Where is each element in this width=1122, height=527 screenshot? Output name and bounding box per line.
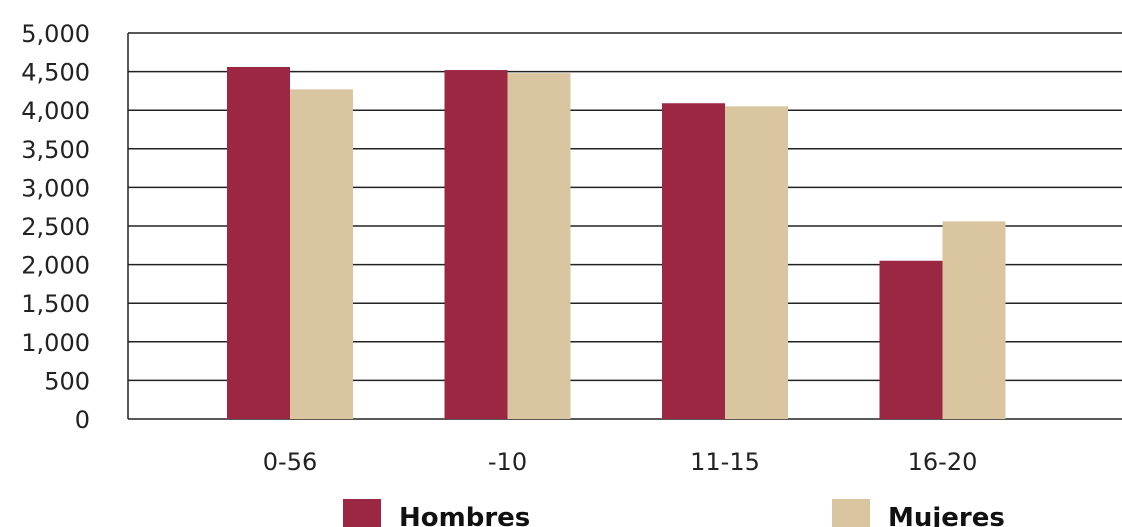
bar-mujeres-3	[942, 221, 1006, 419]
y-tick-label: 5,000	[21, 20, 90, 48]
y-tick-label: 2,000	[21, 252, 90, 280]
y-tick-label: 3,500	[21, 136, 90, 164]
bar-hombres-0	[227, 66, 290, 419]
x-tick-label: 16-20	[908, 448, 978, 476]
y-tick-label: 1,500	[21, 290, 90, 318]
y-tick-label: 2,500	[21, 213, 90, 241]
bar-hombres-3	[879, 260, 943, 419]
legend-swatch-hombres	[343, 499, 381, 527]
x-tick-label: 0-56	[263, 448, 317, 476]
y-tick-label: 500	[44, 367, 90, 395]
legend-swatch-mujeres	[832, 499, 870, 527]
legend-label-mujeres: Mujeres	[888, 503, 1005, 527]
bar-mujeres-2	[725, 106, 788, 419]
bar-hombres-2	[662, 103, 725, 419]
y-tick-label: 4,500	[21, 59, 90, 87]
y-tick-labels: 0 500 1,000 1,500 2,000 2,500 3,000 3,500 4,000 4…	[21, 20, 90, 434]
x-tick-label: 11-15	[690, 448, 760, 476]
legend-label-hombres: Hombres	[399, 503, 530, 527]
bar-mujeres-0	[290, 89, 353, 419]
x-tick-label: -10	[488, 448, 527, 476]
y-tick-label: 1,000	[21, 329, 90, 357]
bars	[227, 66, 1006, 420]
bar-hombres-1	[444, 70, 508, 419]
y-tick-label: 3,000	[21, 174, 90, 202]
y-tick-label: 0	[75, 406, 90, 434]
bar-mujeres-1	[507, 73, 571, 420]
x-tick-labels: 0-56 -10 11-15 16-20	[263, 448, 978, 476]
legend: Hombres Mujeres	[343, 499, 1005, 527]
y-tick-label: 4,000	[21, 97, 90, 125]
